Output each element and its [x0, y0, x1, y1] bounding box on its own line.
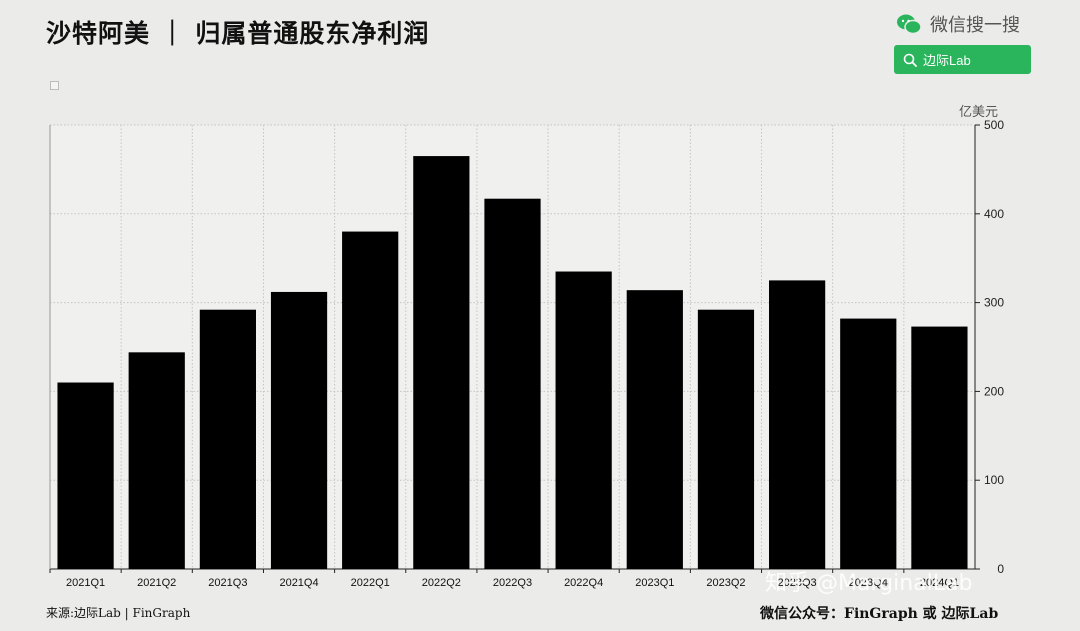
search-box[interactable]: 边际Lab	[894, 45, 1031, 74]
bar-2023Q2	[697, 309, 755, 569]
x-tick-label: 2021Q2	[137, 577, 176, 589]
legend-marker	[50, 81, 59, 90]
source-note: 来源:边际Lab | FinGraph	[46, 606, 191, 620]
x-tick-label: 2021Q1	[66, 577, 105, 589]
search-text: 边际Lab	[923, 53, 971, 68]
y-tick-label: 500	[984, 118, 1004, 132]
bar-2021Q4	[270, 291, 328, 569]
y-tick-label: 100	[984, 473, 1004, 487]
x-tick-label: 2021Q4	[279, 577, 318, 589]
bar-2023Q3	[769, 280, 826, 569]
x-tick-label: 2023Q2	[706, 577, 745, 589]
y-axis-label: 亿美元	[959, 105, 998, 120]
x-tick-label: 2024Q1	[920, 577, 959, 589]
bar-2024Q1	[911, 326, 968, 569]
bar-2022Q1	[342, 231, 399, 569]
x-tick-label: 2022Q4	[564, 577, 603, 589]
x-tick-label: 2023Q4	[849, 577, 888, 589]
wechat-search-brand: 微信搜一搜	[896, 11, 1020, 37]
y-tick-label: 200	[984, 384, 1004, 398]
x-tick-label: 2023Q3	[778, 577, 817, 589]
x-tick-label: 2022Q2	[422, 577, 461, 589]
brand-text: 微信搜一搜	[930, 15, 1020, 36]
bar-2022Q3	[484, 198, 541, 570]
wechat-account-note: 微信公众号：FinGraph 或 边际Lab	[760, 606, 999, 622]
bar-2022Q2	[413, 156, 470, 569]
bar-2023Q4	[840, 318, 897, 569]
search-icon	[903, 53, 917, 67]
y-tick-label: 300	[984, 296, 1004, 310]
bar-2021Q2	[128, 352, 185, 569]
bar-2021Q3	[199, 309, 256, 569]
bar-2023Q1	[626, 290, 683, 569]
y-tick-label: 400	[984, 207, 1004, 221]
bar-2021Q1	[57, 382, 114, 569]
y-tick-label: 0	[997, 562, 1004, 576]
wechat-icon	[897, 14, 922, 35]
chart-title: 沙特阿美 ｜ 归属普通股东净利润	[46, 19, 430, 48]
x-tick-label: 2022Q3	[493, 577, 532, 589]
x-tick-label: 2023Q1	[635, 577, 674, 589]
x-tick-label: 2021Q3	[208, 577, 247, 589]
bar-2022Q4	[555, 271, 612, 569]
watermark: 知乎 @MarginalLab	[765, 571, 973, 596]
x-tick-label: 2022Q1	[351, 577, 390, 589]
